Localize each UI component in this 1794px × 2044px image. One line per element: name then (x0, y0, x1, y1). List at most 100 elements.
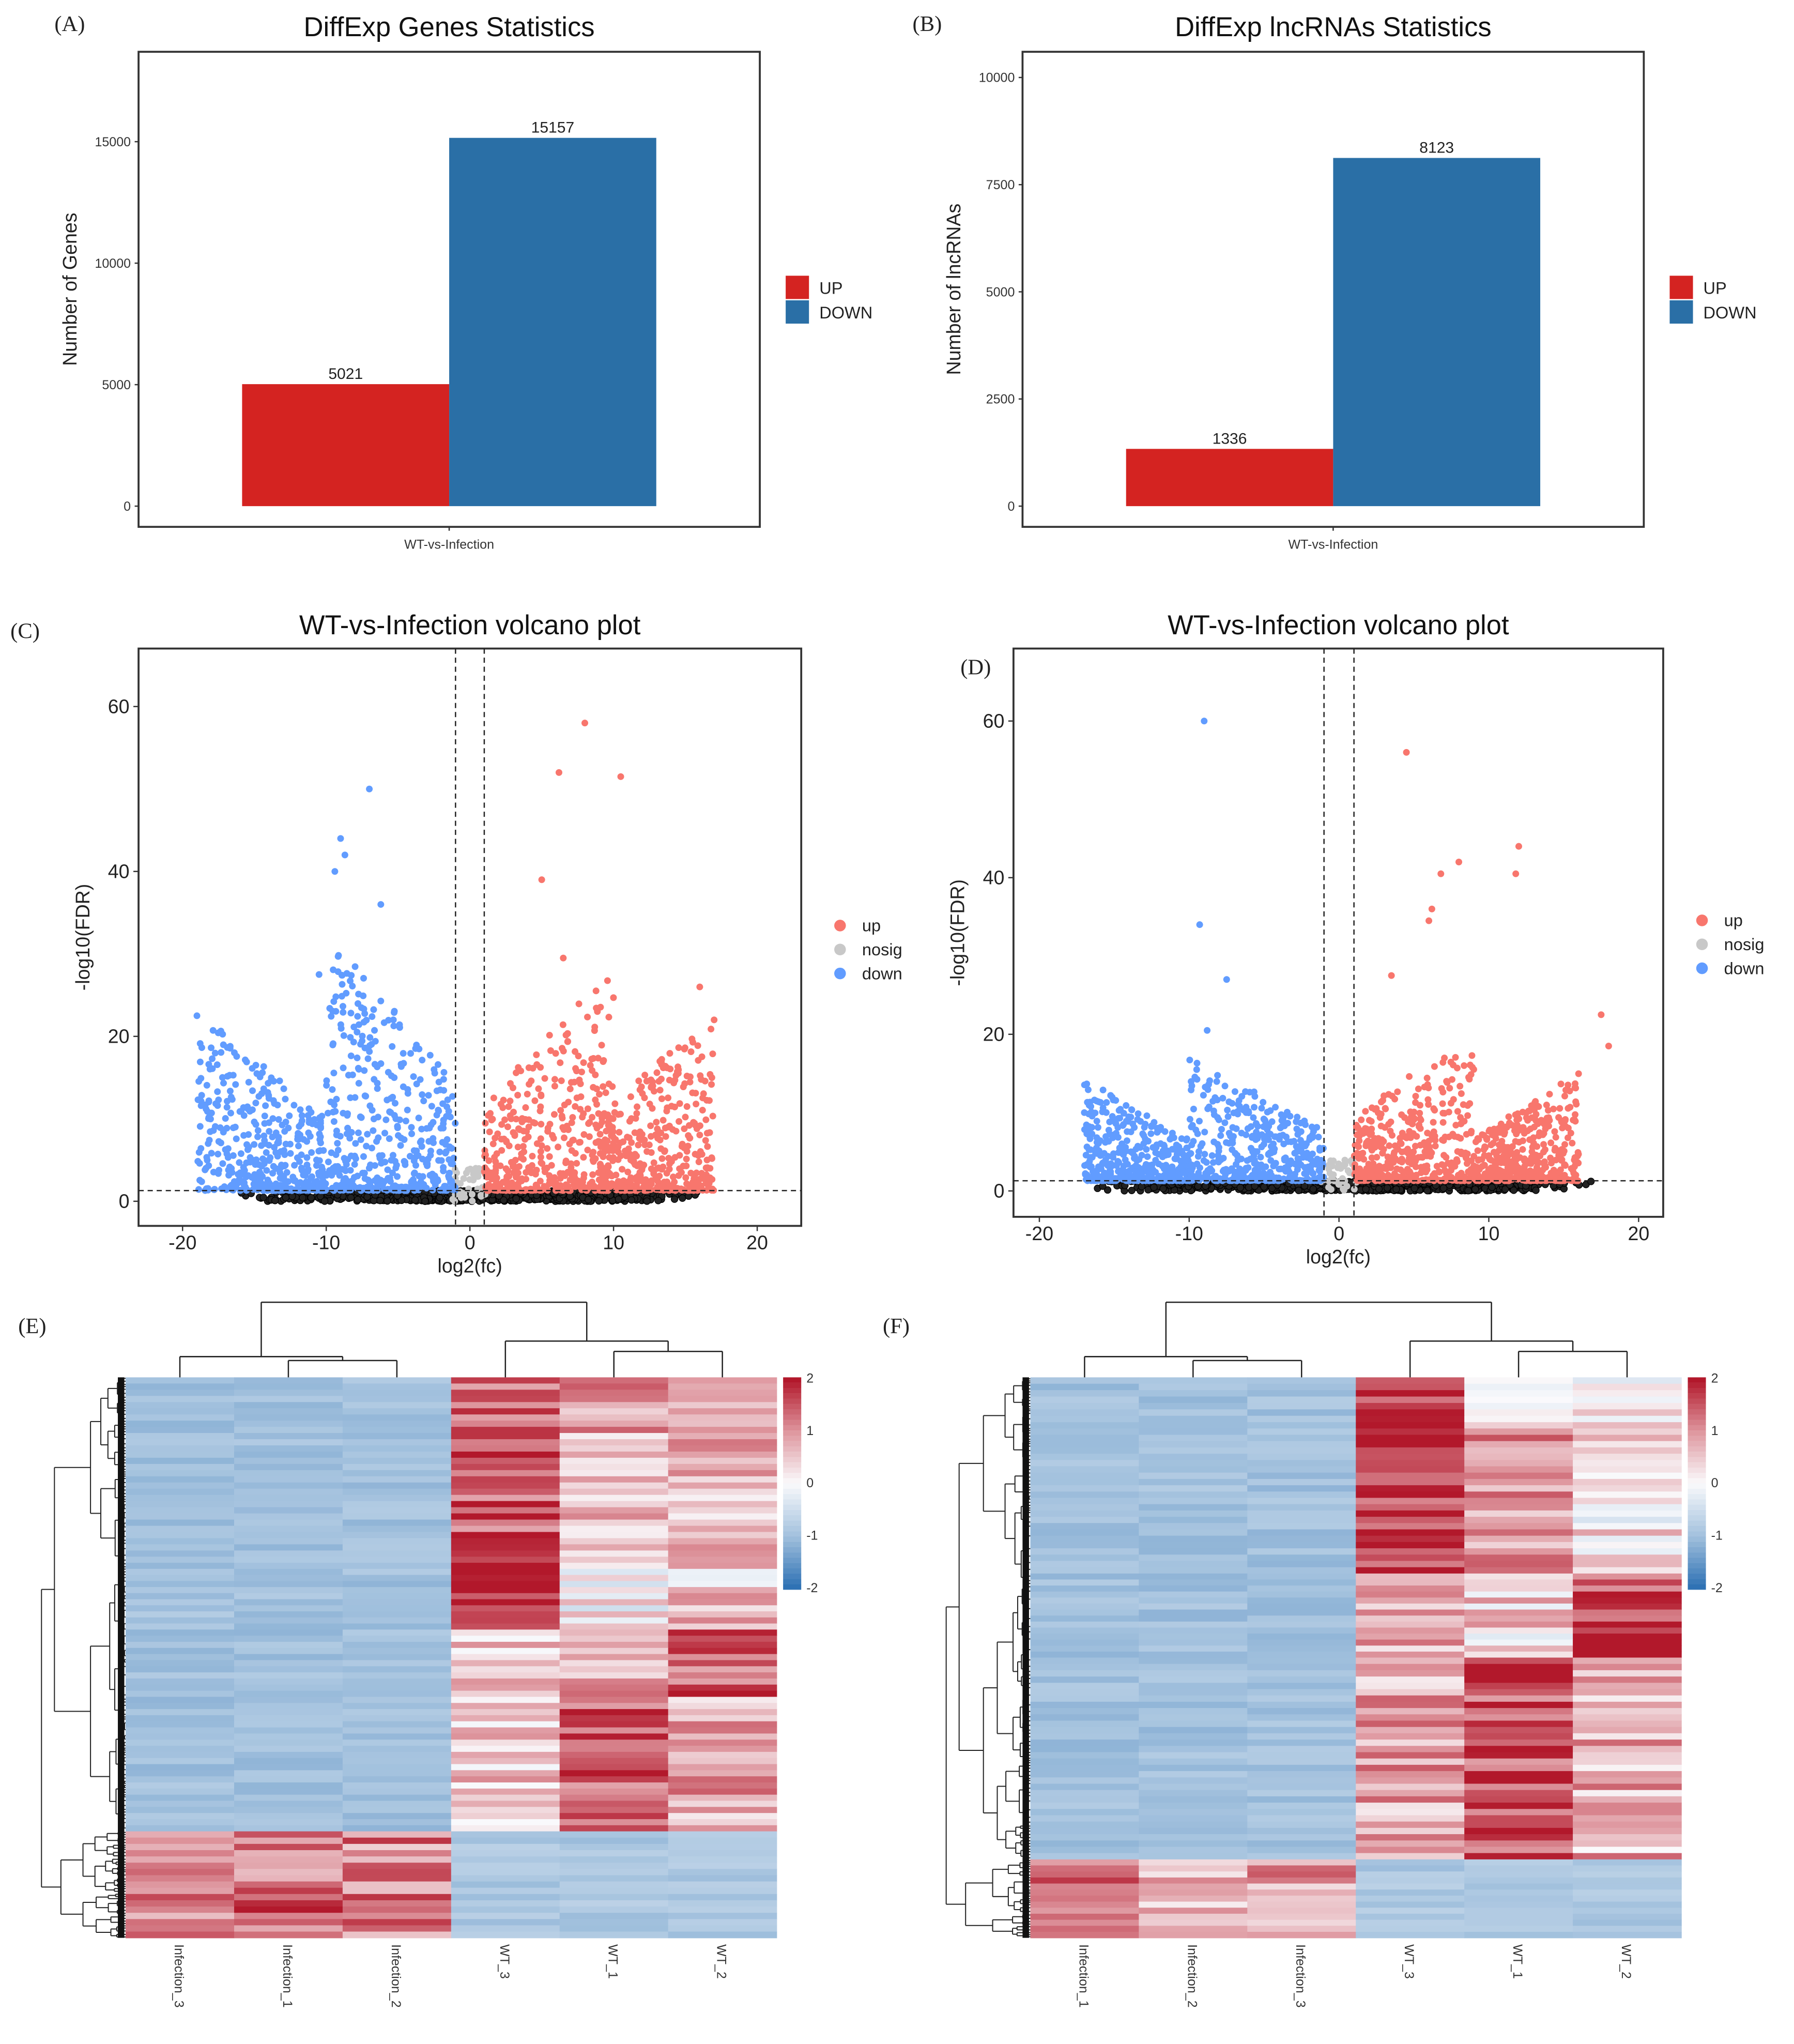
point-up (641, 1187, 648, 1194)
point-down (374, 1085, 381, 1092)
point-down (260, 1063, 267, 1070)
point-nosig (465, 1166, 472, 1173)
point-up (591, 1024, 599, 1031)
point-up (1356, 1137, 1363, 1145)
point-up (609, 1157, 617, 1164)
point-down (436, 1148, 443, 1155)
point-up (1430, 1105, 1437, 1112)
point-down (231, 1049, 238, 1056)
point-up (1507, 1147, 1514, 1154)
point-up (617, 773, 624, 780)
point-up (517, 1067, 525, 1075)
point-up (605, 1014, 612, 1021)
point-down (1230, 1133, 1237, 1140)
point-down (282, 1140, 289, 1148)
point-down (249, 1065, 256, 1072)
point-nosig (282, 1194, 289, 1201)
point-up (538, 1142, 545, 1149)
point-nosig (1327, 1186, 1335, 1193)
point-up (1428, 1149, 1435, 1156)
x-tick-label: 20 (746, 1231, 768, 1253)
point-up (545, 1180, 553, 1187)
point-down (297, 1179, 304, 1186)
point-down (241, 1179, 248, 1186)
point-down (364, 1131, 371, 1138)
point-down (390, 1023, 397, 1030)
point-down (290, 1102, 298, 1109)
point-up (1455, 858, 1463, 866)
point-down (320, 1180, 327, 1187)
point-down (412, 1162, 420, 1169)
points (193, 720, 718, 1205)
point-up (676, 1152, 683, 1159)
point-up (604, 1145, 611, 1152)
legend-marker-nosig (834, 943, 846, 956)
point-down (1264, 1108, 1271, 1116)
point-down (360, 1018, 367, 1026)
point-up (577, 1106, 584, 1113)
point-down (1147, 1130, 1155, 1137)
point-down (283, 1186, 290, 1193)
point-up (1374, 1109, 1382, 1117)
point-up (656, 1136, 664, 1143)
point-up (615, 1178, 622, 1185)
point-down (408, 1124, 415, 1131)
point-nosig (615, 1195, 622, 1203)
point-up (700, 1090, 707, 1097)
point-down (1142, 1121, 1149, 1128)
point-up (505, 1103, 512, 1110)
point-down (1186, 1116, 1193, 1123)
point-down (385, 1016, 392, 1024)
point-down (295, 1142, 302, 1150)
point-down (207, 1116, 214, 1123)
legend-marker-down (1696, 962, 1708, 974)
point-up (681, 1044, 688, 1051)
point-up (605, 1080, 612, 1088)
point-up (1555, 1114, 1562, 1121)
point-down (286, 1112, 293, 1119)
point-down (1264, 1173, 1271, 1180)
point-up (1403, 749, 1410, 756)
y-axis-label: Number of lncRNAs (943, 204, 964, 375)
point-up (524, 1091, 531, 1098)
point-down (196, 1058, 204, 1065)
point-down (1236, 1165, 1243, 1172)
point-up (584, 1147, 591, 1154)
point-down (434, 1178, 441, 1185)
point-up (639, 1090, 646, 1097)
point-up (528, 1169, 535, 1177)
point-down (330, 966, 337, 973)
point-up (1542, 1164, 1550, 1171)
point-down (444, 1096, 451, 1104)
point-down (428, 1103, 435, 1110)
point-up (1425, 917, 1433, 924)
bar-value-label: 1336 (1213, 430, 1247, 447)
point-down (231, 1182, 238, 1189)
point-up (617, 1110, 624, 1118)
point-down (435, 1157, 442, 1164)
point-down (1221, 1082, 1229, 1090)
point-up (544, 1124, 551, 1132)
point-up (636, 1128, 643, 1135)
point-down (419, 1091, 426, 1099)
point-down (1261, 1117, 1268, 1124)
point-nosig (1194, 1182, 1202, 1191)
point-down (1304, 1154, 1311, 1161)
point-up (1382, 1105, 1389, 1112)
point-up (1369, 1145, 1376, 1152)
point-up (520, 1155, 527, 1163)
point-down (355, 1129, 362, 1136)
point-up (596, 1131, 604, 1138)
point-nosig (1150, 1183, 1158, 1191)
point-up (1529, 1157, 1536, 1164)
point-down (1081, 1081, 1088, 1089)
point-up (568, 1119, 575, 1126)
point-down (388, 1156, 395, 1164)
point-down (1218, 1126, 1225, 1133)
point-down (1094, 1146, 1101, 1153)
point-down (217, 1027, 224, 1034)
point-up (692, 1090, 699, 1097)
point-nosig (411, 1196, 419, 1204)
point-down (1189, 1122, 1196, 1129)
point-down (342, 1178, 349, 1185)
